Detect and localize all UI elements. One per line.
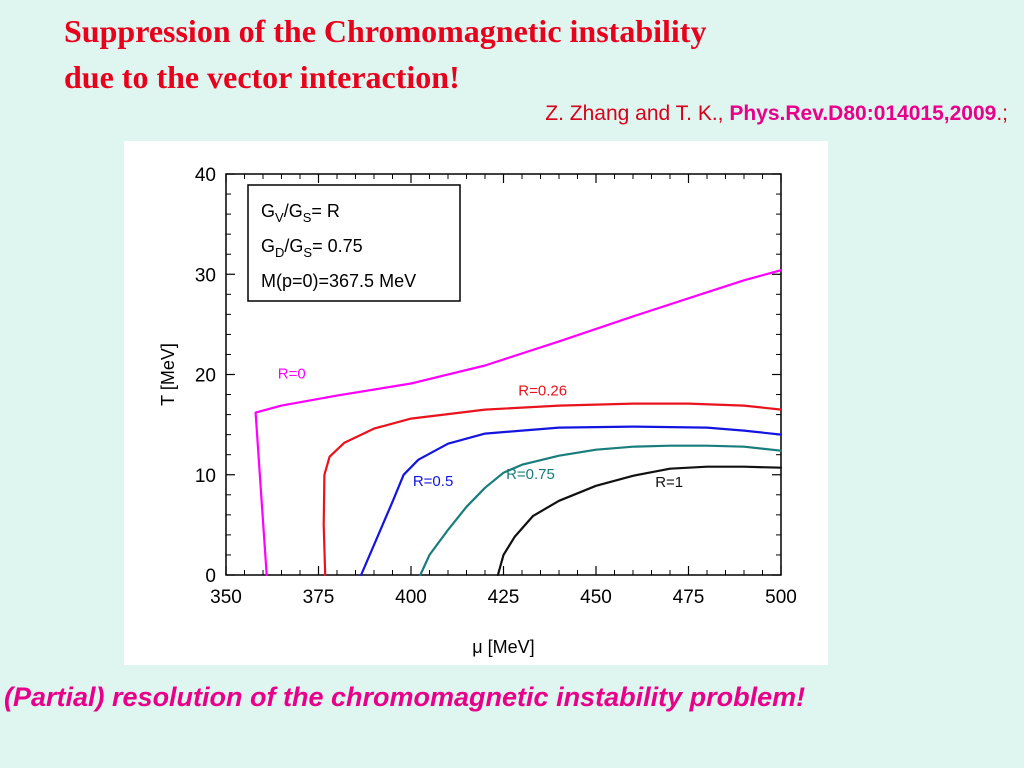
y-tick-label: 10 [195,466,216,487]
chart-panel: 350 375 400 425 450 475 500 0 10 20 30 40 μ [MeV] T [… [124,141,828,665]
legend-text-part: M(p=0)=367.5 MeV [261,271,416,291]
citation-tail: .; [996,102,1008,125]
series-label-4: R=1 [655,474,683,491]
legend-line-1: GD/GS= 0.75 [261,236,363,260]
series-label-2: R=0.5 [413,473,453,490]
x-axis-label: μ [MeV] [472,637,534,657]
citation-authors: Z. Zhang and T. K., [545,102,730,125]
legend-text-part: = R [311,201,340,221]
series-label-1: R=0.26 [518,383,567,400]
legend-text-part: = 0.75 [312,236,363,256]
legend-subscript: V [275,210,284,225]
series-line-4 [496,465,783,577]
slide-title-line-1: Suppression of the Chromomagnetic instab… [64,13,707,49]
y-tick-label: 40 [195,165,216,186]
x-tick-label: 500 [765,587,797,608]
citation: Z. Zhang and T. K., Phys.Rev.D80:014015,… [545,102,1008,126]
series-label-0: R=0 [278,366,306,383]
legend-subscript: S [303,210,312,225]
legend-line-0: GV/GS= R [261,201,340,225]
y-tick-label: 20 [195,366,216,387]
series-label-3: R=0.75 [506,466,555,483]
x-tick-label: 400 [395,587,427,608]
legend-text-part: /G [284,236,303,256]
slide-title: Suppression of the Chromomagnetic instab… [64,8,964,100]
legend-subscript: D [275,245,284,260]
slide-title-line-2: due to the vector interaction! [64,59,460,95]
legend-line-2: M(p=0)=367.5 MeV [261,271,416,291]
bottom-note: (Partial) resolution of the chromomagnet… [4,682,806,712]
chart-svg: 350 375 400 425 450 475 500 0 10 20 30 40 μ [MeV] T [… [158,165,797,657]
x-tick-label: 350 [210,587,242,608]
y-tick-label: 30 [195,265,216,286]
legend-text-part: G [261,236,275,256]
citation-reference: Phys.Rev.D80:014015,2009 [729,102,997,125]
y-axis-label: T [MeV] [158,343,178,406]
series-line-2 [360,425,783,577]
legend-text-part: /G [284,201,303,221]
legend-box [247,184,461,302]
x-tick-label: 425 [488,587,520,608]
x-tick-label: 475 [673,587,705,608]
series-line-0 [254,269,783,577]
legend-subscript: S [303,245,312,260]
legend-text-part: G [261,201,275,221]
x-tick-label: 375 [303,587,335,608]
y-tick-label: 0 [205,566,216,587]
series-line-3 [419,444,783,577]
series-line-1 [322,402,783,577]
x-tick-label: 450 [580,587,612,608]
